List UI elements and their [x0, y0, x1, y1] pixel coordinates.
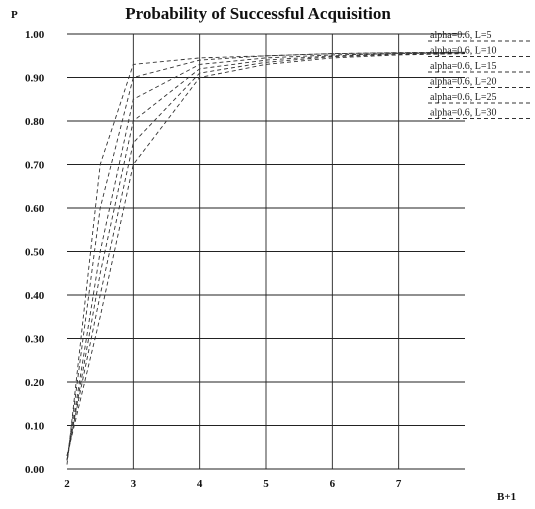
y-tick-label: 1.00	[25, 29, 45, 41]
y-tick-label: 0.60	[25, 203, 45, 215]
y-tick-label: 0.40	[25, 290, 45, 302]
legend-entry: alpha=0.6, L=25	[430, 92, 497, 103]
y-tick-label: 0.50	[25, 247, 45, 259]
legend-entry: alpha=0.6, L=10	[430, 46, 497, 57]
x-tick-label: 6	[330, 478, 336, 490]
y-tick-label: 0.80	[25, 116, 45, 128]
x-axis-label: B+1	[497, 491, 516, 503]
grid	[67, 33, 465, 470]
series-line	[66, 51, 466, 461]
legend-entry: alpha=0.6, L=15	[430, 61, 497, 72]
series-line	[66, 52, 466, 461]
series-line	[66, 51, 466, 465]
legend-entry: alpha=0.6, L=20	[430, 77, 497, 88]
y-axis-label: P	[11, 9, 18, 21]
y-tick-label: 0.10	[25, 421, 45, 433]
y-tick-label: 0.00	[25, 464, 45, 476]
y-tick-label: 0.20	[25, 377, 45, 389]
x-tick-label: 4	[197, 478, 203, 490]
x-tick-label: 7	[396, 478, 402, 490]
series-line	[66, 53, 466, 457]
y-tick-label: 0.30	[25, 334, 45, 346]
x-tick-label: 5	[263, 478, 269, 490]
y-tick-label: 0.70	[25, 160, 45, 172]
tick-labels: 0.00 0.10 0.20 0.30 0.40 0.50 0.60 0.70 0.80 0.90…	[25, 29, 402, 490]
x-tick-label: 2	[64, 478, 70, 490]
chart-title: Probability of Successful Acquisition	[125, 4, 391, 23]
series-line	[66, 53, 466, 456]
series-lines	[66, 51, 466, 465]
legend-entry: alpha=0.6, L=5	[430, 30, 492, 41]
legend-entry: alpha=0.6, L=30	[430, 108, 497, 119]
legend: alpha=0.6, L=5 alpha=0.6, L=10 alpha=0.6, …	[428, 30, 530, 119]
x-tick-label: 3	[131, 478, 137, 490]
y-tick-label: 0.90	[25, 73, 45, 85]
